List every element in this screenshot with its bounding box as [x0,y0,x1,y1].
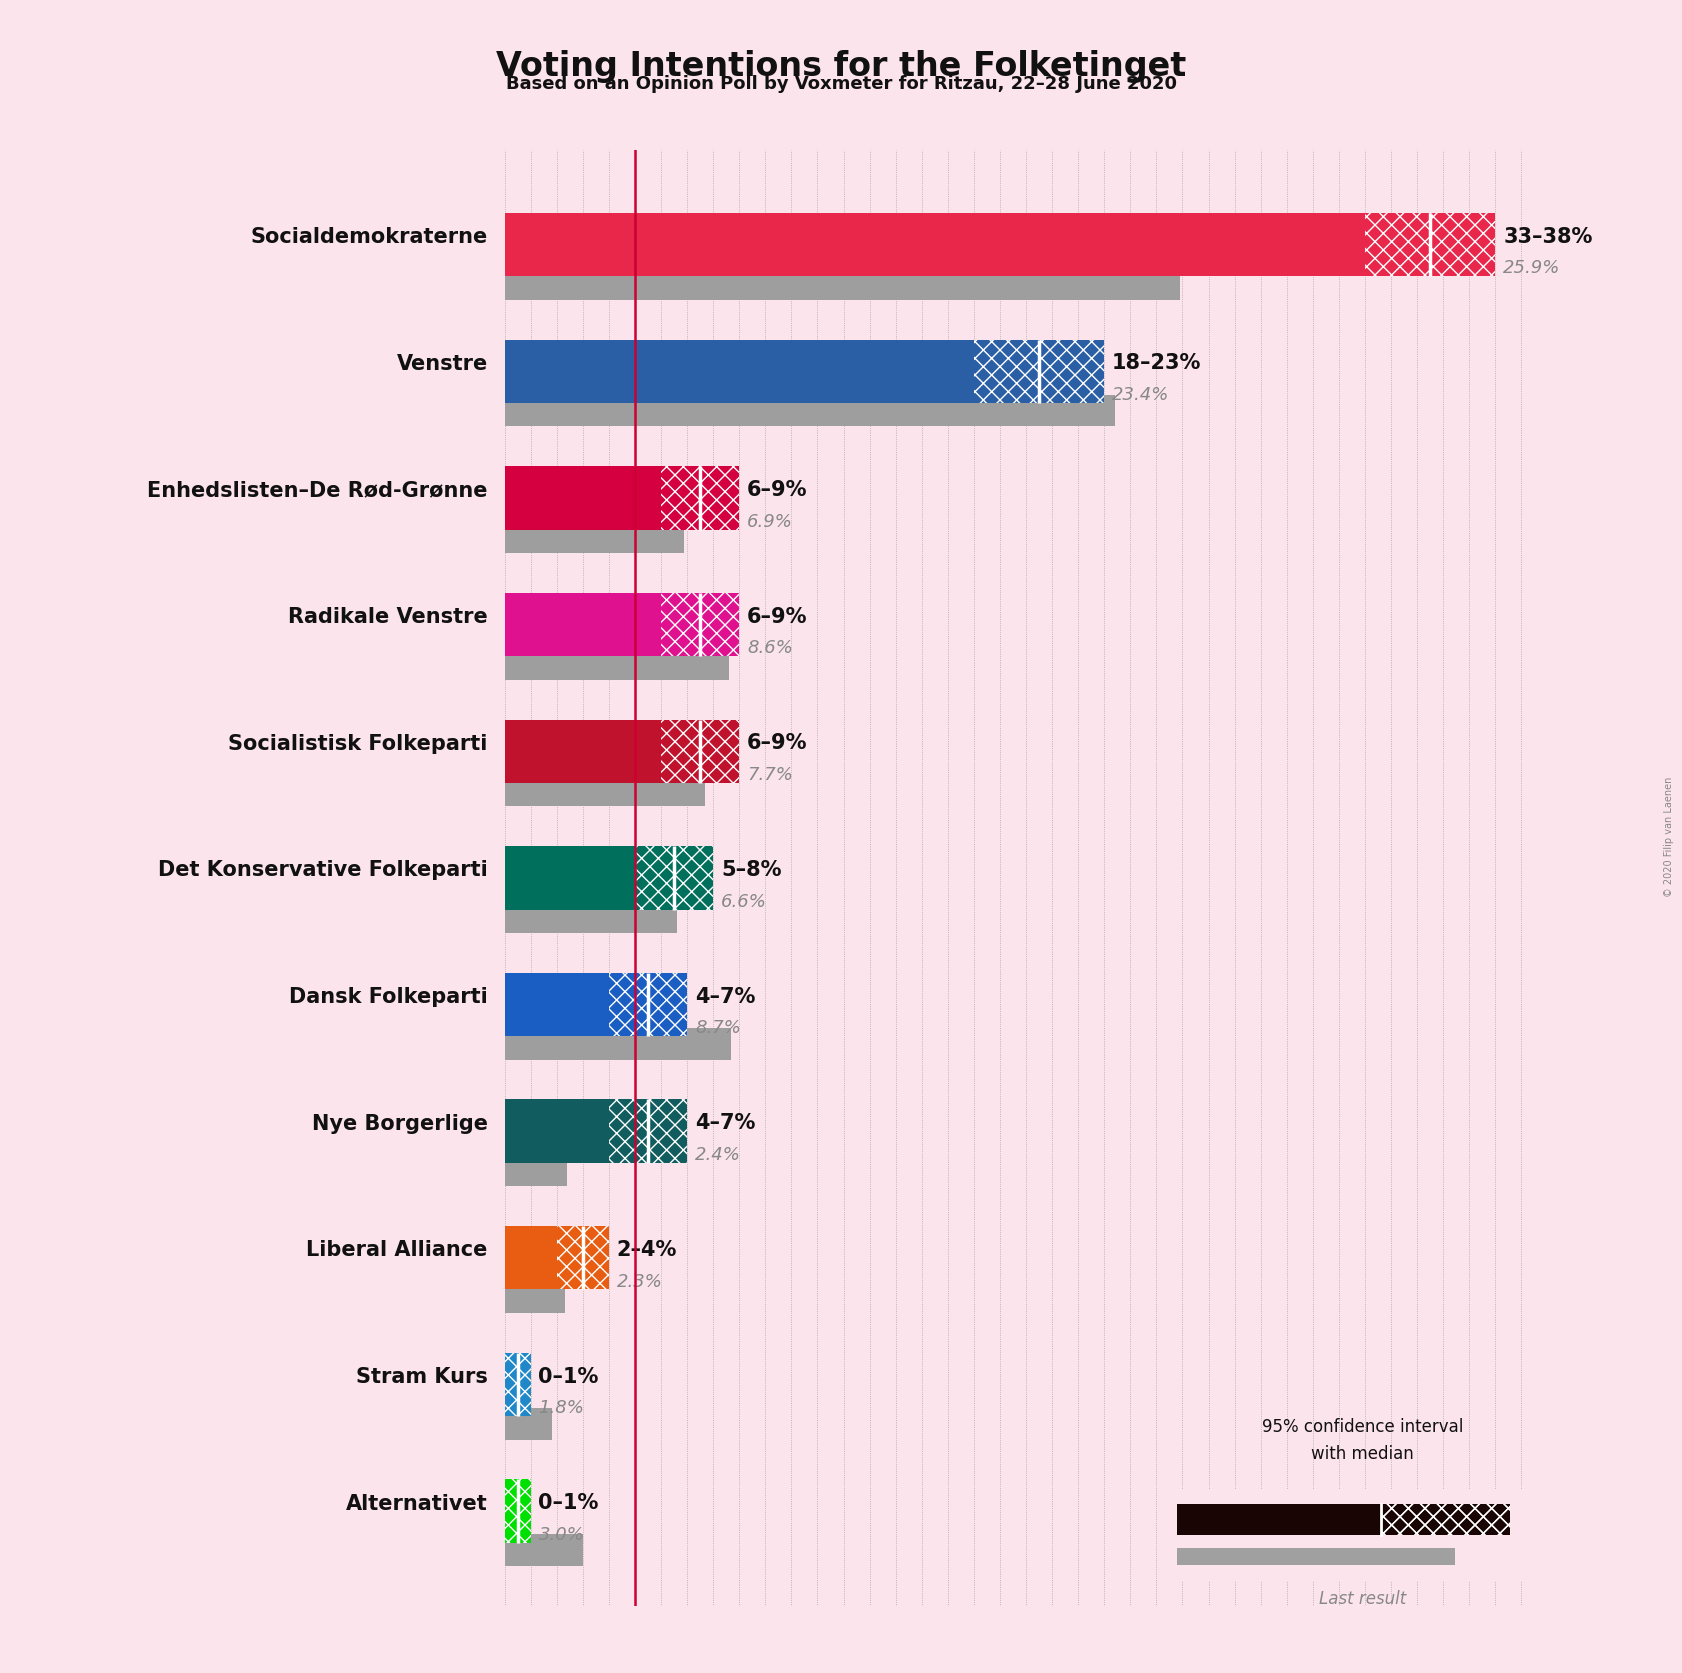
Bar [505,1282,565,1313]
Text: 8.6%: 8.6% [747,639,792,657]
Text: 7.7%: 7.7% [747,766,792,783]
Text: 5–8%: 5–8% [722,860,782,880]
Text: Det Konservative Folkeparti: Det Konservative Folkeparti [158,860,488,880]
Bar [505,847,634,910]
Bar [505,1534,582,1566]
Text: 2.4%: 2.4% [695,1146,740,1163]
Text: Alternativet: Alternativet [346,1492,488,1512]
Text: 0–1%: 0–1% [538,1492,599,1512]
Bar [661,594,738,657]
Bar [505,649,728,681]
Bar [609,974,686,1037]
Text: Radikale Venstre: Radikale Venstre [288,607,488,627]
Text: 6–9%: 6–9% [747,480,807,500]
Bar [661,467,738,530]
Bar [505,1154,567,1186]
Text: 6.6%: 6.6% [722,892,767,910]
Text: 2–4%: 2–4% [617,1240,678,1260]
Text: 95% confidence interval: 95% confidence interval [1262,1417,1463,1435]
Text: Last result: Last result [1319,1589,1406,1608]
Bar [634,847,713,910]
Text: © 2020 Filip van Laenen: © 2020 Filip van Laenen [1663,776,1674,897]
Bar [505,1226,557,1290]
Bar [974,340,1103,403]
Text: 25.9%: 25.9% [1504,259,1561,278]
Bar [505,522,685,554]
Bar [609,974,686,1037]
Bar [505,594,661,657]
Text: Based on an Opinion Poll by Voxmeter for Ritzau, 22–28 June 2020: Based on an Opinion Poll by Voxmeter for… [506,75,1176,94]
Bar [505,269,1179,301]
Bar [505,775,705,806]
Bar [505,1479,530,1543]
Bar [505,1409,552,1440]
Bar [1381,1504,1510,1536]
Bar [505,1353,530,1417]
Text: 6–9%: 6–9% [747,733,807,753]
Bar [505,974,609,1037]
Bar [1381,1504,1510,1536]
Bar [557,1226,609,1290]
Text: Venstre: Venstre [397,353,488,373]
Text: Socialdemokraterne: Socialdemokraterne [251,228,488,248]
Text: 8.7%: 8.7% [695,1019,740,1037]
Bar [974,340,1103,403]
Bar [505,214,1364,278]
Text: Socialistisk Folkeparti: Socialistisk Folkeparti [229,733,488,753]
Text: 33–38%: 33–38% [1504,226,1593,246]
Bar [505,1029,732,1061]
Text: Voting Intentions for the Folketinget: Voting Intentions for the Folketinget [496,50,1186,84]
Text: Nye Borgerlige: Nye Borgerlige [311,1113,488,1133]
Bar [1177,1548,1455,1564]
Text: 6.9%: 6.9% [747,512,792,530]
Text: 1.8%: 1.8% [538,1399,584,1417]
Text: with median: with median [1310,1444,1415,1462]
Text: Enhedslisten–De Rød-Grønne: Enhedslisten–De Rød-Grønne [148,480,488,500]
Bar [634,847,713,910]
Text: 2.3%: 2.3% [617,1271,663,1290]
Bar [661,719,738,783]
Bar [609,1099,686,1163]
Text: 4–7%: 4–7% [695,985,755,1005]
Bar [1364,214,1495,278]
Bar [505,467,661,530]
Bar [505,1353,530,1417]
Text: Dansk Folkeparti: Dansk Folkeparti [289,987,488,1007]
Text: 4–7%: 4–7% [695,1113,755,1133]
Bar [661,594,738,657]
Bar [1364,214,1495,278]
Bar [505,902,676,934]
Bar [1177,1504,1381,1536]
Bar [505,719,661,783]
Text: 18–23%: 18–23% [1112,353,1201,373]
Text: 6–9%: 6–9% [747,606,807,626]
Bar [661,467,738,530]
Bar [661,719,738,783]
Text: Liberal Alliance: Liberal Alliance [306,1240,488,1260]
Bar [505,395,1115,427]
Bar [609,1099,686,1163]
Text: 3.0%: 3.0% [538,1526,584,1543]
Text: 23.4%: 23.4% [1112,386,1169,403]
Bar [505,1099,609,1163]
Bar [505,340,974,403]
Text: Stram Kurs: Stram Kurs [357,1367,488,1387]
Bar [505,1479,530,1543]
Text: 0–1%: 0–1% [538,1365,599,1385]
Bar [557,1226,609,1290]
